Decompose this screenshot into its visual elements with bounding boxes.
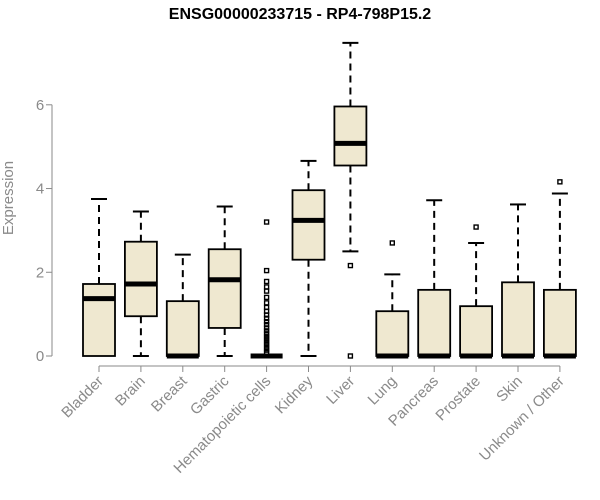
outlier-point [263, 288, 270, 294]
y-tick-label: 4 [36, 181, 44, 198]
box-liver [333, 41, 368, 359]
outlier-point [263, 278, 270, 285]
outlier-point [473, 224, 479, 230]
box-iqr [165, 300, 200, 357]
outlier-point [263, 304, 270, 311]
outlier-point [263, 300, 270, 306]
box-prostate [459, 224, 494, 359]
y-axis-title: Expression [0, 161, 17, 235]
box-iqr [501, 281, 535, 357]
box-gastric [207, 205, 242, 357]
outlier-point [347, 262, 354, 269]
outlier-point [263, 294, 270, 301]
x-tick-label: Breast [148, 372, 191, 415]
y-tick-label: 0 [36, 348, 44, 365]
box-kidney [291, 159, 326, 357]
x-tick-label: Prostate [432, 373, 484, 425]
y-axis: 0 2 4 6 [36, 97, 53, 365]
outlier-point [557, 179, 563, 185]
outlier-point [263, 339, 270, 345]
box-unknown-other [543, 179, 577, 359]
outlier-point [263, 331, 270, 337]
box-iqr [207, 248, 242, 329]
box-lung [375, 240, 410, 359]
box-breast [165, 253, 200, 359]
box-iqr [375, 310, 410, 357]
y-tick-label: 2 [36, 264, 44, 281]
box-group [82, 41, 577, 359]
outlier-point [263, 267, 270, 274]
box-iqr [333, 105, 368, 167]
outlier-point [263, 344, 270, 351]
outlier-point [263, 284, 270, 290]
outlier-point [389, 240, 395, 246]
box-pancreas [417, 199, 452, 359]
box-iqr [417, 288, 452, 357]
x-tick-label: Lung [365, 373, 401, 409]
x-tick-label: Bladder [58, 373, 107, 422]
y-tick-label: 6 [36, 97, 44, 114]
x-tick-label: Kidney [272, 372, 317, 417]
x-tick-label: Brain [112, 373, 149, 410]
outlier-point [263, 321, 270, 328]
box-iqr [291, 189, 326, 261]
outlier-point [347, 353, 354, 359]
box-skin [501, 203, 535, 359]
box-iqr [82, 283, 116, 357]
x-tick-label: Liver [323, 373, 358, 408]
outlier-point [263, 334, 270, 340]
box-iqr [543, 288, 577, 357]
x-tick-label: Skin [493, 373, 526, 406]
box-brain [124, 210, 158, 357]
outlier-point [263, 328, 270, 334]
box-bladder [82, 198, 116, 357]
box-hematopoietic-cells [250, 219, 283, 359]
outlier-point [263, 219, 270, 225]
box-iqr [124, 240, 158, 318]
chart-title: ENSG00000233715 - RP4-798P15.2 [168, 6, 432, 23]
box-iqr [459, 305, 494, 357]
